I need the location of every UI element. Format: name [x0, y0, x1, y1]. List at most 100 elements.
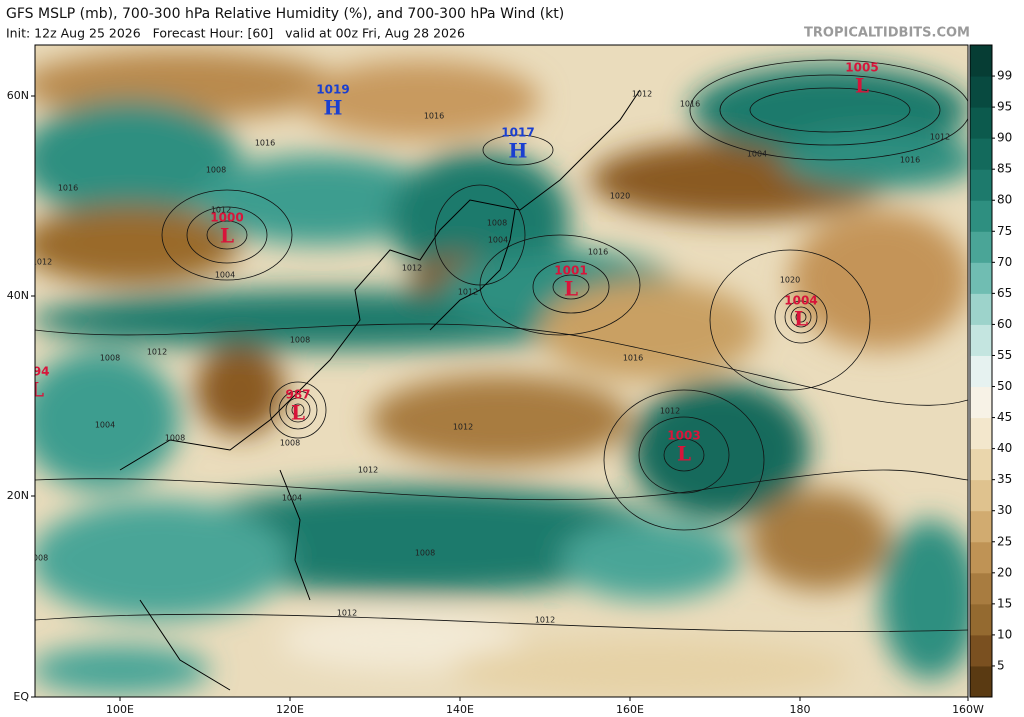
watermark: TROPICALTIDBITS.COM	[804, 26, 970, 41]
low-symbol: L	[855, 74, 869, 98]
isobar-label: 1020	[610, 192, 630, 201]
map-frame	[34, 44, 969, 698]
lat-label: 40N	[7, 289, 29, 302]
high-symbol: H	[509, 139, 528, 163]
pressure-value: 1019	[316, 83, 349, 97]
colorbar-swatch	[970, 386, 992, 419]
colorbar-label: 35	[997, 472, 1012, 486]
isobar-label: 1012	[660, 407, 680, 416]
isobar-label: 1008	[100, 354, 120, 363]
colorbar-swatch	[970, 45, 992, 77]
isobar-label: 1012	[211, 206, 231, 215]
isobar-label: 1012	[32, 258, 52, 267]
isobar-label: 1008	[487, 219, 507, 228]
colorbar-swatch	[970, 76, 992, 108]
low-symbol: L	[30, 378, 44, 402]
colorbar-swatch	[970, 665, 992, 698]
colorbar-swatch	[970, 169, 992, 201]
pressure-value: 1005	[845, 61, 878, 75]
colorbar-swatch	[970, 541, 992, 574]
colorbar-swatch	[970, 107, 992, 139]
map: 1016 1012 1008 1016 1012 1008 1004 1012 1008 1012…	[24, 45, 968, 697]
isobar-label: 1016	[623, 354, 643, 363]
colorbar-label: 95	[997, 100, 1012, 114]
colorbar-frame	[969, 44, 993, 698]
colorbar-label: 10	[997, 627, 1012, 641]
isobar-label: 1016	[255, 139, 275, 148]
colorbar-swatch	[970, 634, 992, 667]
isobar-label: 1008	[165, 434, 185, 443]
pressure-value: 1004	[784, 294, 817, 308]
lon-label: 120E	[276, 703, 304, 716]
lat-label: 20N	[7, 489, 29, 502]
colorbar-swatch	[970, 200, 992, 232]
low-symbol: L	[291, 401, 305, 425]
colorbar-swatch	[970, 293, 992, 325]
isobar-label: 1004	[282, 494, 302, 503]
colorbar-label: 50	[997, 379, 1012, 393]
colorbar: 5 10 15 20 25 30 35 40 45 50 55 60 65 70 75 80 85 90 95 99	[969, 44, 1012, 698]
isobar-label: 1012	[358, 466, 378, 475]
isobar-label: 1016	[58, 184, 78, 193]
isobar-label: 1016	[900, 156, 920, 165]
colorbar-swatch	[970, 355, 992, 388]
isobar-label: 1016	[680, 100, 700, 109]
isobar-label: 1008	[206, 166, 226, 175]
colorbar-swatch	[970, 603, 992, 636]
colorbar-label: 90	[997, 131, 1012, 145]
colorbar-label: 20	[997, 565, 1012, 579]
isobar-label: 1008	[280, 439, 300, 448]
isobar-label: 1012	[402, 264, 422, 273]
title: GFS MSLP (mb), 700-300 hPa Relative Humi…	[6, 6, 564, 22]
pressure-value: 1001	[554, 264, 587, 278]
colorbar-swatch	[970, 572, 992, 605]
isobar-label: 1012	[337, 609, 357, 618]
colorbar-label: 15	[997, 596, 1012, 610]
isobar-label: 1012	[458, 288, 478, 297]
colorbar-label: 80	[997, 193, 1012, 207]
isobar-label: 1012	[453, 423, 473, 432]
colorbar-swatch	[970, 510, 992, 543]
pressure-value: 994	[24, 365, 49, 379]
isobar-label: 1004	[215, 271, 235, 280]
colorbar-swatch	[970, 448, 992, 481]
colorbar-label: 70	[997, 255, 1012, 269]
lat-label: 60N	[7, 89, 29, 102]
pressure-value: 1003	[667, 429, 700, 443]
isobar-label: 1012	[930, 133, 950, 142]
colorbar-label: 55	[997, 348, 1012, 362]
isobar-label: 1004	[95, 421, 115, 430]
isobar-label: 1008	[28, 554, 48, 563]
lon-label: 140E	[446, 703, 474, 716]
lat-label: EQ	[13, 690, 29, 703]
isobar-label: 1012	[147, 348, 167, 357]
low-symbol: L	[794, 307, 808, 331]
lon-label: 160W	[952, 703, 984, 716]
isobar-label: 1016	[588, 248, 608, 257]
colorbar-label: 99	[997, 69, 1012, 83]
colorbar-swatch	[970, 479, 992, 512]
high-symbol: H	[324, 96, 343, 120]
low-symbol: L	[220, 224, 234, 248]
colorbar-label: 60	[997, 317, 1012, 331]
subtitle: Init: 12z Aug 25 2026 Forecast Hour: [60…	[6, 26, 465, 41]
lon-label: 100E	[106, 703, 134, 716]
lon-label: 180	[790, 703, 811, 716]
colorbar-label: 75	[997, 224, 1012, 238]
pressure-value: 1000	[210, 211, 243, 225]
isobar-label: 1008	[415, 549, 435, 558]
pressure-value: 1017	[501, 126, 534, 140]
low-symbol: L	[564, 277, 578, 301]
pressure-value: 987	[285, 388, 310, 402]
lon-label: 160E	[616, 703, 644, 716]
colorbar-label: 85	[997, 162, 1012, 176]
colorbar-label: 5	[997, 658, 1005, 672]
isobar-label: 1012	[632, 90, 652, 99]
colorbar-swatch	[970, 324, 992, 356]
isobar-label: 1016	[424, 112, 444, 121]
colorbar-swatch	[970, 138, 992, 170]
colorbar-swatch	[970, 231, 992, 263]
colorbar-label: 40	[997, 441, 1012, 455]
isobar-label: 1004	[488, 236, 508, 245]
